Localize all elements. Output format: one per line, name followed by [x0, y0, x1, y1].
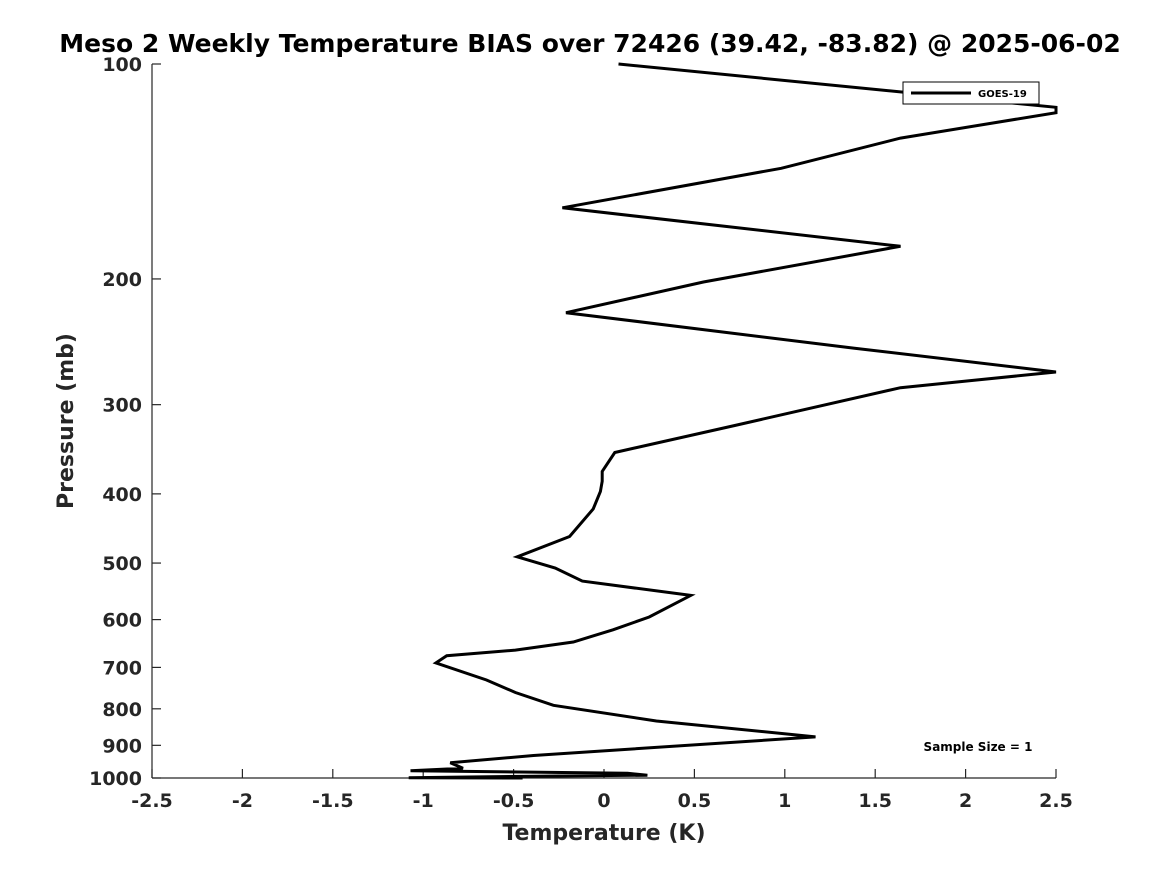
x-tick-label: 0.5: [678, 790, 712, 812]
y-tick-label: 300: [102, 395, 142, 417]
y-tick-label: 500: [102, 553, 142, 575]
x-tick-label: 0: [597, 790, 610, 812]
x-axis: -2.5 -2 -1.5 -1 -0.5 0 0.5 1 1.5 2 2.5: [131, 769, 1073, 812]
y-axis: 100 200 300 400 500 600 700 800 900 1000: [89, 54, 161, 790]
y-tick-label: 400: [102, 484, 142, 506]
y-tick-label: 200: [102, 269, 142, 291]
legend: GOES-19: [902, 81, 1040, 105]
y-tick-label: 900: [102, 735, 142, 757]
x-tick-label: -1.5: [312, 790, 354, 812]
x-tick-label: -1: [413, 790, 434, 812]
x-tick-label: 2.5: [1039, 790, 1073, 812]
x-tick-label: 1.5: [858, 790, 892, 812]
x-tick-label: -2: [232, 790, 253, 812]
y-tick-label: 1000: [89, 768, 142, 790]
legend-label: GOES-19: [978, 89, 1027, 100]
chart-title: Meso 2 Weekly Temperature BIAS over 7242…: [59, 29, 1120, 58]
x-tick-label: -2.5: [131, 790, 173, 812]
y-tick-label: 600: [102, 610, 142, 632]
x-axis-label: Temperature (K): [502, 821, 705, 846]
x-tick-label: 2: [959, 790, 972, 812]
y-tick-label: 800: [102, 699, 142, 721]
y-tick-label: 700: [102, 657, 142, 679]
y-axis-label: Pressure (mb): [54, 333, 79, 509]
series-line-goes-19: [408, 62, 1058, 780]
y-tick-label: 100: [102, 54, 142, 76]
x-tick-label: -0.5: [493, 790, 535, 812]
sample-size-annotation: Sample Size = 1: [924, 740, 1033, 754]
x-tick-label: 1: [778, 790, 791, 812]
